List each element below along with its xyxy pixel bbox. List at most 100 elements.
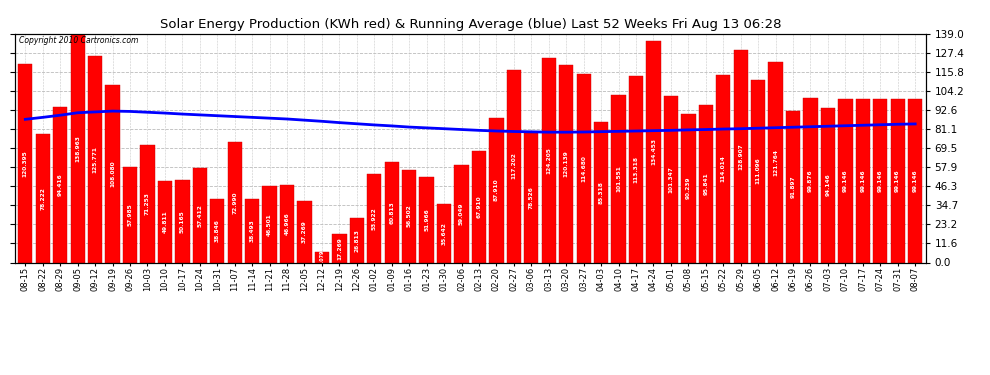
Text: 26.813: 26.813 [354, 229, 359, 252]
Text: 99.146: 99.146 [860, 170, 865, 192]
Text: 120.395: 120.395 [23, 150, 28, 177]
Bar [437, 204, 451, 262]
Bar [786, 111, 800, 262]
Text: 46.501: 46.501 [267, 213, 272, 236]
Bar [420, 177, 434, 262]
Bar [751, 80, 765, 262]
Bar [472, 151, 486, 262]
Text: 87.910: 87.910 [494, 179, 499, 201]
Text: 99.146: 99.146 [842, 170, 847, 192]
Bar [333, 234, 346, 262]
Bar [105, 85, 120, 262]
Bar [908, 99, 923, 262]
Bar [454, 165, 468, 262]
Text: 114.680: 114.680 [581, 155, 586, 182]
Bar [245, 199, 259, 262]
Text: 108.080: 108.080 [110, 160, 115, 187]
Bar [262, 186, 277, 262]
Text: 35.642: 35.642 [442, 222, 446, 245]
Bar [36, 134, 50, 262]
Bar [612, 95, 626, 262]
Bar [210, 199, 225, 262]
Bar [821, 108, 836, 262]
Text: 114.014: 114.014 [721, 155, 726, 182]
Text: 91.897: 91.897 [791, 176, 796, 198]
Text: Copyright 2010 Cartronics.com: Copyright 2010 Cartronics.com [20, 36, 139, 45]
Bar [873, 99, 887, 262]
Bar [489, 118, 504, 262]
Bar [855, 99, 870, 262]
Text: 125.771: 125.771 [93, 146, 98, 172]
Text: 128.907: 128.907 [739, 143, 743, 170]
Text: 17.269: 17.269 [337, 237, 342, 260]
Bar [70, 34, 85, 262]
Text: 67.910: 67.910 [476, 195, 481, 218]
Text: 78.222: 78.222 [41, 187, 46, 210]
Bar [576, 74, 591, 262]
Bar [297, 201, 312, 262]
Bar [384, 162, 399, 262]
Text: 38.493: 38.493 [249, 219, 254, 242]
Text: 138.963: 138.963 [75, 135, 80, 162]
Text: 124.205: 124.205 [546, 147, 551, 174]
Text: 72.990: 72.990 [233, 191, 238, 214]
Text: 6.079: 6.079 [320, 250, 325, 265]
Bar [228, 142, 242, 262]
Text: 37.269: 37.269 [302, 220, 307, 243]
Text: 59.049: 59.049 [459, 202, 464, 225]
Bar [53, 107, 67, 262]
Text: 49.811: 49.811 [162, 210, 167, 233]
Title: Solar Energy Production (KWh red) & Running Average (blue) Last 52 Weeks Fri Aug: Solar Energy Production (KWh red) & Runn… [159, 18, 781, 31]
Bar [646, 41, 660, 262]
Bar [193, 168, 207, 262]
Bar [175, 180, 189, 262]
Text: 111.096: 111.096 [755, 158, 760, 184]
Text: 57.985: 57.985 [128, 203, 133, 226]
Bar [402, 170, 417, 262]
Text: 78.526: 78.526 [529, 186, 534, 209]
Bar [699, 105, 713, 262]
Text: 57.412: 57.412 [197, 204, 202, 227]
Text: 71.253: 71.253 [145, 192, 149, 215]
Bar [524, 133, 539, 262]
Text: 121.764: 121.764 [773, 149, 778, 176]
Text: 60.813: 60.813 [389, 201, 394, 224]
Bar [123, 167, 138, 262]
Bar [542, 58, 556, 262]
Text: 85.318: 85.318 [599, 181, 604, 204]
Bar [88, 56, 102, 262]
Bar [716, 75, 731, 262]
Bar [141, 145, 154, 262]
Text: 38.846: 38.846 [215, 219, 220, 242]
Bar [559, 65, 573, 262]
Bar [367, 174, 381, 262]
Bar [280, 185, 294, 262]
Text: 94.416: 94.416 [57, 173, 62, 196]
Text: 120.139: 120.139 [563, 150, 568, 177]
Bar [594, 122, 608, 262]
Text: 53.922: 53.922 [372, 207, 377, 230]
Text: 95.841: 95.841 [703, 172, 708, 195]
Text: 46.966: 46.966 [284, 213, 289, 235]
Text: 99.146: 99.146 [878, 170, 883, 192]
Text: 99.876: 99.876 [808, 169, 813, 192]
Bar [839, 99, 852, 262]
Text: 56.502: 56.502 [407, 205, 412, 227]
Text: 90.239: 90.239 [686, 177, 691, 200]
Text: 50.165: 50.165 [180, 210, 185, 232]
Bar [803, 98, 818, 262]
Bar [157, 180, 172, 262]
Bar [507, 70, 521, 262]
Bar [315, 252, 329, 262]
Bar [629, 76, 644, 262]
Bar [349, 218, 364, 262]
Text: 101.347: 101.347 [668, 166, 673, 192]
Text: 113.318: 113.318 [634, 156, 639, 183]
Text: 134.453: 134.453 [651, 138, 656, 165]
Bar [663, 96, 678, 262]
Text: 117.202: 117.202 [512, 153, 517, 180]
Text: 94.146: 94.146 [826, 174, 831, 196]
Bar [18, 64, 33, 262]
Bar [768, 62, 783, 262]
Text: 99.146: 99.146 [913, 170, 918, 192]
